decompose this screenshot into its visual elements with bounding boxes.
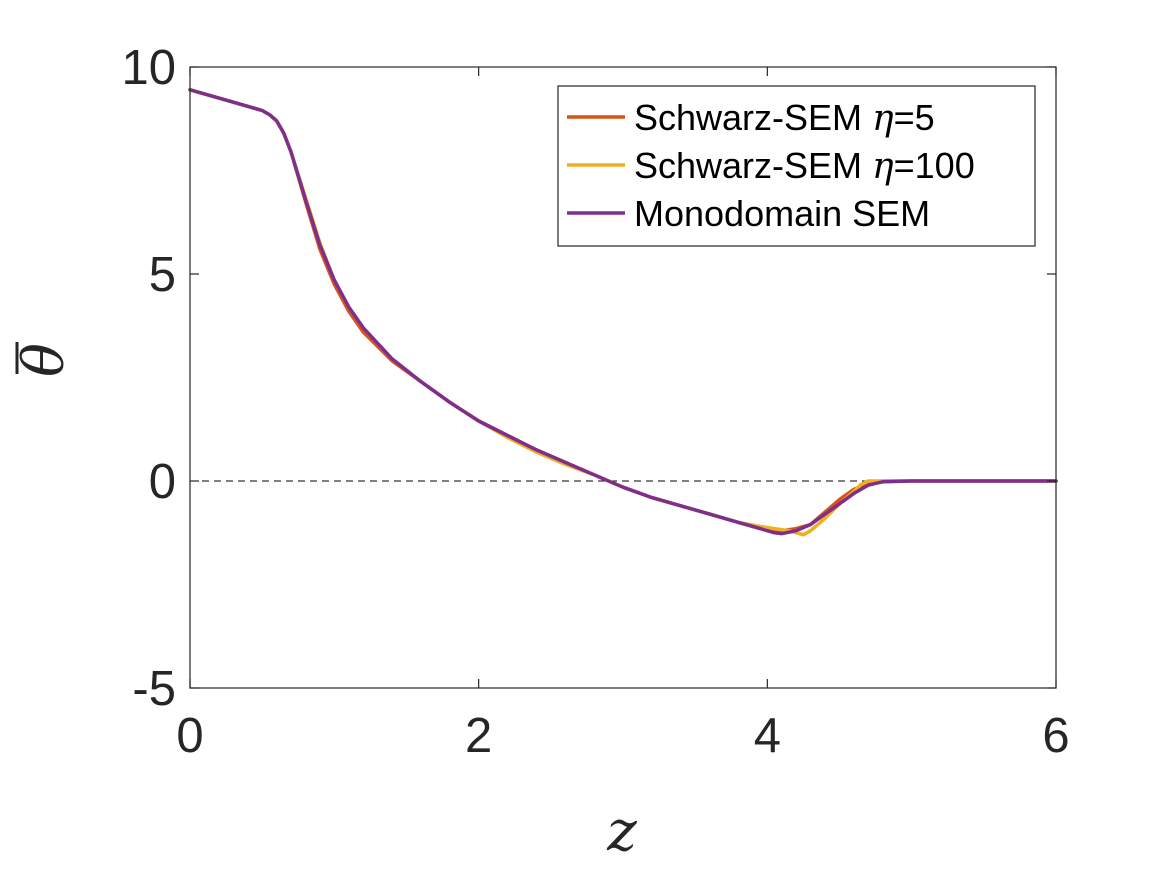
- y-axis-label: θ: [12, 343, 77, 377]
- x-tick-label: 6: [1042, 709, 1069, 763]
- y-tick-label: 10: [121, 41, 176, 95]
- x-axis-label: z: [606, 799, 637, 864]
- series-line-3: [188, 88, 1058, 536]
- y-axis-label-group: θ: [12, 342, 77, 377]
- y-tick-label: 0: [149, 455, 176, 509]
- legend-label-2: Schwarz-SEM η=100: [634, 145, 975, 187]
- x-tick-label: 0: [176, 709, 203, 763]
- series-layer: [188, 88, 1058, 537]
- legend-label-3: Monodomain SEM: [634, 193, 930, 234]
- axes-box: [189, 66, 1057, 689]
- y-tick-label: -5: [132, 662, 176, 716]
- x-tick-label: 2: [465, 709, 492, 763]
- legend-box: [557, 85, 1036, 247]
- legend: Schwarz-SEM η=5 Schwarz-SEM η=100 Monodoma…: [557, 85, 1036, 247]
- legend-label-1: Schwarz-SEM η=5: [634, 97, 935, 139]
- x-tick-label: 4: [754, 709, 781, 763]
- x-axis-label-group: z: [606, 799, 637, 864]
- y-tick-label: 5: [149, 248, 176, 302]
